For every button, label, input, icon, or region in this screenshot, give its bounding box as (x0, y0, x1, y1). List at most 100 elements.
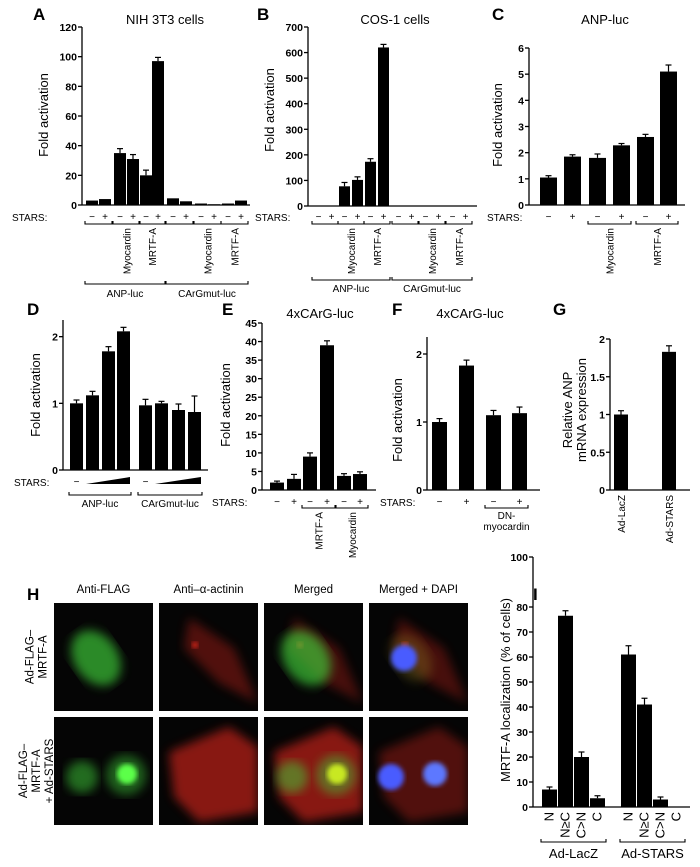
pair-bracket (363, 221, 391, 225)
flag-signal (71, 630, 121, 686)
y-tick-label: 5 (518, 69, 524, 81)
row-label: MRTF-A (38, 635, 50, 679)
column-title: Anti–α-actinin (174, 584, 244, 596)
pair-bracket (165, 221, 194, 225)
y-tick-label: 80 (65, 81, 77, 93)
bar (558, 615, 573, 807)
stars-sign: − (546, 212, 552, 223)
chart-title: 4xCArG-luc (286, 306, 354, 321)
y-axis-label: mRNA expression (574, 358, 589, 462)
micrograph-1-2 (159, 603, 258, 711)
bar (155, 403, 168, 470)
bar (86, 395, 99, 470)
category-label: C (669, 812, 684, 821)
category-label: C>N (574, 812, 589, 838)
y-tick-label: 60 (65, 111, 77, 123)
panel-g-chart: G Relative ANP mRNA expression 0 0.5 1 1.5 2 Ad-… (553, 300, 690, 543)
cytoplasm-actinin (184, 618, 258, 703)
stars-sign: + (409, 212, 415, 223)
stars-label: STARS: (380, 498, 415, 509)
stars-sign: + (463, 212, 469, 223)
panel-letter: B (257, 5, 269, 24)
stars-sign: + (355, 212, 361, 223)
pair-bracket (587, 221, 632, 225)
y-tick-label: 70 (516, 627, 528, 639)
y-tick-label: 5 (251, 466, 257, 478)
bar (637, 704, 652, 807)
y-axis-label: Fold activation (390, 378, 405, 462)
pair-bracket (445, 221, 473, 225)
y-axis-label: Fold activation (262, 68, 277, 152)
stars-sign: − (316, 212, 322, 223)
stars-label: STARS: (255, 213, 290, 224)
stars-sign: + (619, 212, 625, 223)
bar (337, 475, 351, 490)
group-label: CArGmut-luc (178, 289, 236, 300)
group-label: Ad-STARS (621, 846, 684, 861)
pair-bracket (484, 505, 529, 509)
bar (590, 798, 605, 807)
y-axis-label: Fold activation (28, 353, 43, 437)
group-label: CArGmut-luc (141, 499, 199, 510)
bar (320, 345, 334, 490)
stars-sign: − (74, 477, 80, 488)
pair-bracket (391, 221, 419, 225)
stars-label: STARS: (12, 213, 47, 224)
micrograph-1-4 (369, 603, 468, 711)
panel-c-chart: C ANP-luc Fold activation 0 1 2 3 4 5 6 STARS: − + − +… (487, 5, 685, 274)
y-tick-label: 1.5 (590, 372, 605, 384)
y-tick-label: 1 (52, 398, 58, 410)
y-tick-label: 30 (516, 727, 528, 739)
actinin-spot (192, 642, 198, 648)
stars-sign: + (102, 212, 108, 223)
category-label: N (542, 812, 557, 821)
group-bracket (311, 277, 391, 281)
y-tick-label: 1 (416, 417, 422, 429)
stars-sign: − (342, 212, 348, 223)
group-bracket (68, 492, 132, 496)
pair-label: Myocardin (204, 228, 215, 274)
stars-sign: + (329, 212, 335, 223)
chart-title: 4xCArG-luc (436, 306, 504, 321)
micrograph-content (184, 618, 258, 703)
y-tick-label: 2 (416, 349, 422, 361)
y-tick-label: 40 (65, 141, 77, 153)
y-tick-label: 4 (518, 95, 524, 107)
bar (613, 145, 630, 205)
y-tick-label: 0.5 (590, 447, 605, 459)
stars-sign: − (491, 497, 497, 508)
pair-bracket (138, 221, 166, 225)
y-tick-label: 40 (245, 337, 257, 349)
bar (270, 482, 284, 490)
group-label: ANP-luc (333, 284, 370, 295)
y-tick-label: 100 (59, 52, 77, 64)
pair-label: MRTF-A (148, 228, 159, 266)
pair-bracket (112, 221, 141, 225)
micrograph-content (66, 755, 146, 795)
chart-title: ANP-luc (581, 12, 629, 27)
y-tick-label: 100 (510, 552, 528, 564)
pair-label: MRTF-A (315, 512, 326, 550)
bar (152, 61, 164, 205)
stars-sign: + (666, 212, 672, 223)
y-tick-label: 20 (245, 411, 257, 423)
column-title: Anti-FLAG (77, 584, 131, 596)
y-tick-label: 0 (599, 485, 605, 497)
bar (637, 136, 654, 205)
stars-sign: + (238, 212, 244, 223)
micrograph-1-1 (54, 603, 153, 711)
bar (140, 175, 152, 205)
bar (662, 351, 676, 490)
y-tick-label: 600 (285, 48, 303, 60)
micrograph-content (274, 727, 363, 822)
y-tick-label: 120 (59, 22, 77, 34)
stars-label: STARS: (14, 478, 49, 489)
y-tick-label: 0 (251, 485, 257, 497)
stars-sign: − (89, 212, 95, 223)
panel-letter: A (33, 5, 45, 24)
flag-signal (276, 761, 308, 793)
micrograph-content (390, 618, 468, 703)
group-bracket (619, 839, 686, 843)
stars-gradient-wedge (86, 477, 130, 484)
y-tick-label: 100 (285, 175, 303, 187)
